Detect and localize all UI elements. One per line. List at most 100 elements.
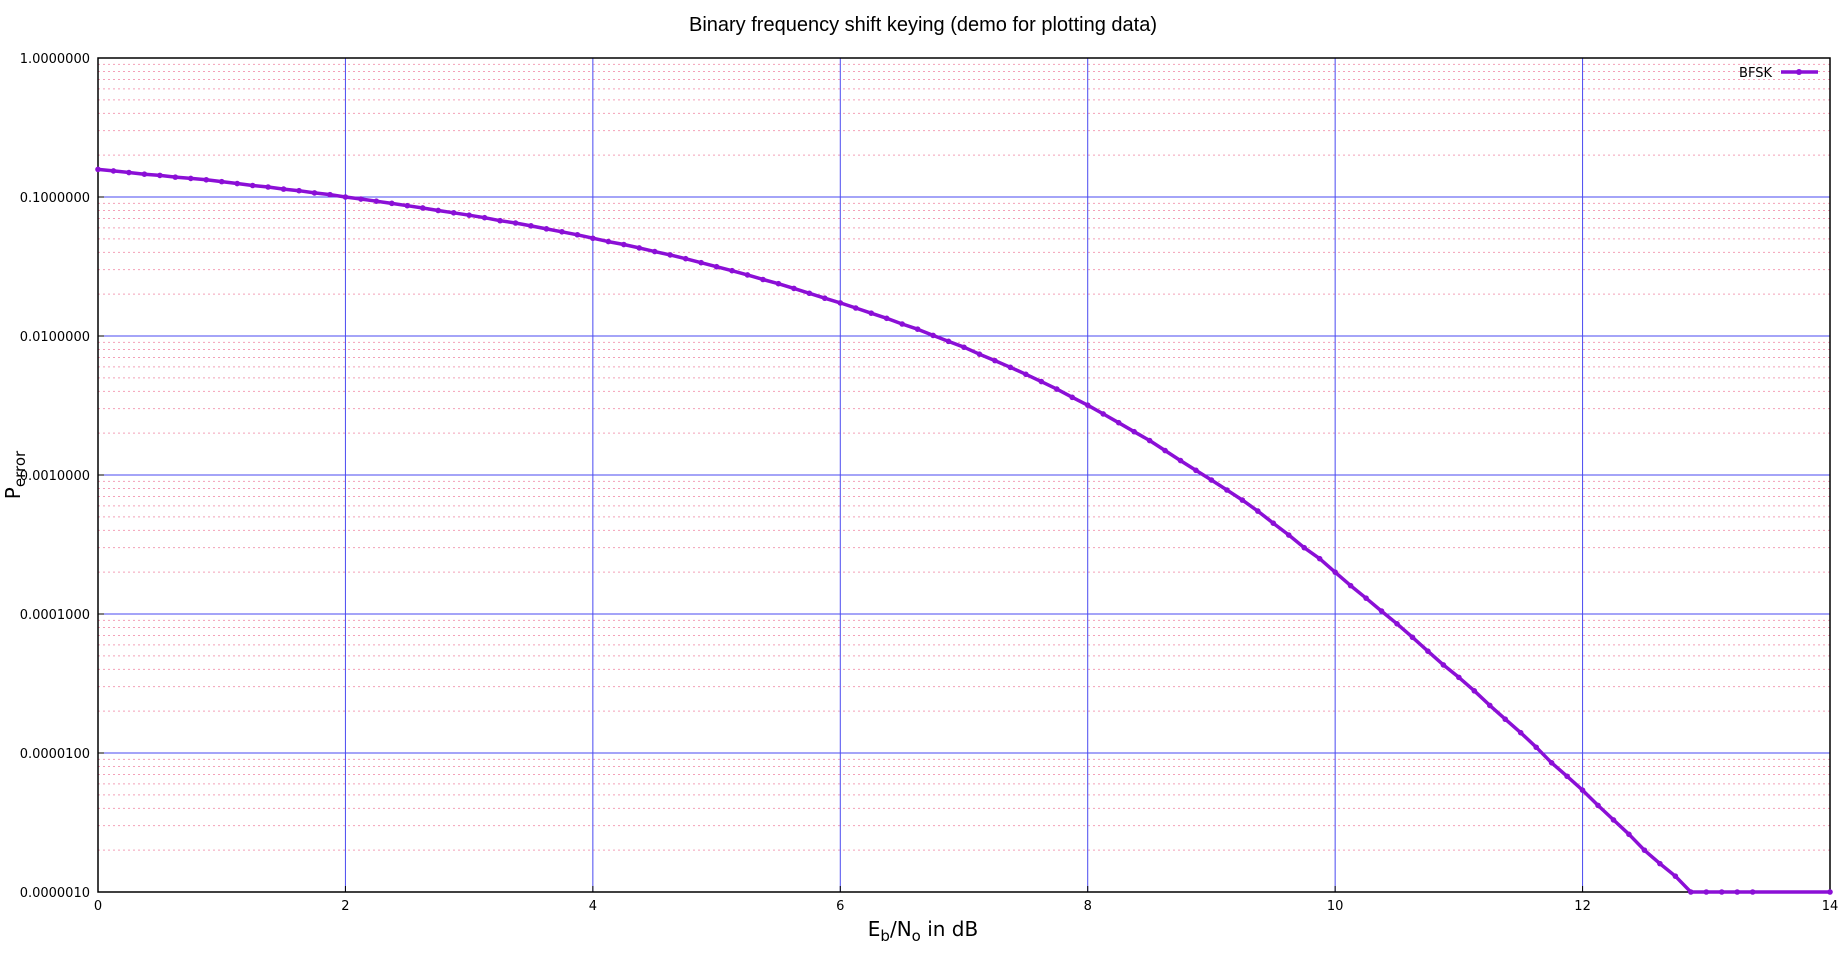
data-point — [1131, 428, 1137, 435]
data-point — [775, 280, 782, 287]
data-point — [1255, 508, 1261, 514]
data-point — [296, 187, 302, 194]
data-point — [373, 198, 380, 204]
data-point — [187, 175, 194, 182]
data-point — [868, 310, 875, 316]
data-point — [605, 238, 612, 245]
data-point — [574, 231, 581, 238]
y-tick-label: 0.1000000 — [20, 191, 90, 206]
data-point — [1749, 889, 1756, 895]
data-point — [1688, 889, 1694, 895]
y-tick-label: 1.0000000 — [20, 52, 90, 67]
data-point — [1146, 437, 1153, 444]
x-tick-label: 2 — [341, 899, 349, 914]
data-point — [1626, 831, 1632, 838]
data-point — [95, 166, 101, 173]
data-point — [311, 190, 318, 196]
data-point — [1084, 402, 1091, 408]
data-point — [481, 214, 488, 221]
data-point — [1023, 371, 1029, 378]
data-point — [930, 332, 936, 339]
data-point — [806, 290, 813, 297]
data-point — [342, 194, 349, 200]
data-point — [1517, 729, 1524, 736]
data-point — [1038, 378, 1045, 385]
data-point — [1641, 847, 1648, 853]
data-point — [249, 182, 256, 189]
data-point — [1672, 873, 1679, 879]
data-point — [1471, 688, 1478, 694]
data-point — [852, 305, 859, 311]
data-point — [914, 326, 921, 332]
data-point — [1409, 634, 1416, 641]
x-tick-label: 4 — [589, 899, 597, 914]
y-axis-label: Perror — [1, 450, 29, 499]
data-point — [899, 321, 905, 327]
data-point — [419, 205, 426, 211]
data-point — [1069, 394, 1076, 401]
data-point — [1703, 889, 1710, 895]
data-point — [1270, 520, 1277, 527]
data-point — [435, 207, 442, 214]
data-point — [126, 169, 132, 176]
data-point — [1363, 595, 1369, 601]
data-point — [713, 263, 720, 270]
data-point — [729, 267, 735, 274]
data-point — [141, 171, 148, 177]
data-point — [1316, 555, 1323, 562]
y-tick-label: 0.0001000 — [20, 608, 90, 623]
data-point — [1224, 487, 1230, 493]
data-point — [837, 300, 844, 306]
data-point — [265, 184, 271, 190]
data-point — [1827, 889, 1833, 895]
data-point — [157, 172, 163, 179]
data-point — [327, 191, 333, 198]
data-point — [1193, 467, 1199, 474]
data-point — [1208, 477, 1215, 483]
data-point — [497, 217, 503, 224]
data-point — [651, 248, 658, 255]
data-point — [218, 178, 225, 185]
data-point — [559, 228, 565, 235]
y-tick-label: 0.0000010 — [20, 886, 90, 901]
data-point — [667, 252, 673, 258]
data-point — [1564, 773, 1570, 780]
data-point — [404, 202, 411, 209]
data-point — [961, 344, 967, 351]
data-point — [1394, 621, 1400, 627]
data-point — [1718, 889, 1725, 895]
x-tick-label: 6 — [836, 899, 844, 914]
data-point — [1533, 744, 1539, 751]
data-point — [1657, 860, 1663, 867]
x-axis: 0 2 4 6 8 10 12 14 — [94, 886, 1838, 914]
data-point — [1486, 702, 1493, 709]
data-point — [822, 295, 828, 302]
data-point — [1734, 889, 1741, 895]
data-point — [450, 209, 457, 216]
data-point — [512, 220, 519, 226]
x-tick-label: 14 — [1822, 899, 1839, 914]
data-point — [945, 338, 952, 345]
data-point — [110, 168, 117, 174]
minor-grid — [98, 63, 1830, 851]
data-point — [1332, 569, 1338, 575]
x-tick-label: 12 — [1574, 899, 1591, 914]
data-point — [1440, 662, 1447, 668]
data-point — [1610, 817, 1617, 823]
data-point — [280, 186, 287, 192]
legend-label-bfsk: BFSK — [1739, 66, 1772, 81]
data-point — [1456, 674, 1462, 681]
data-point — [234, 180, 240, 187]
x-tick-label: 10 — [1327, 899, 1344, 914]
data-point — [1115, 419, 1122, 426]
data-point — [682, 255, 689, 262]
data-point — [1425, 648, 1431, 654]
data-point — [1100, 411, 1106, 417]
legend-marker-bfsk — [1796, 69, 1802, 75]
data-point — [1301, 544, 1308, 551]
x-axis-label: Eb/No in dB — [868, 917, 978, 945]
data-point — [992, 357, 998, 364]
series-layer — [95, 166, 1833, 895]
x-tick-label: 0 — [94, 899, 102, 914]
